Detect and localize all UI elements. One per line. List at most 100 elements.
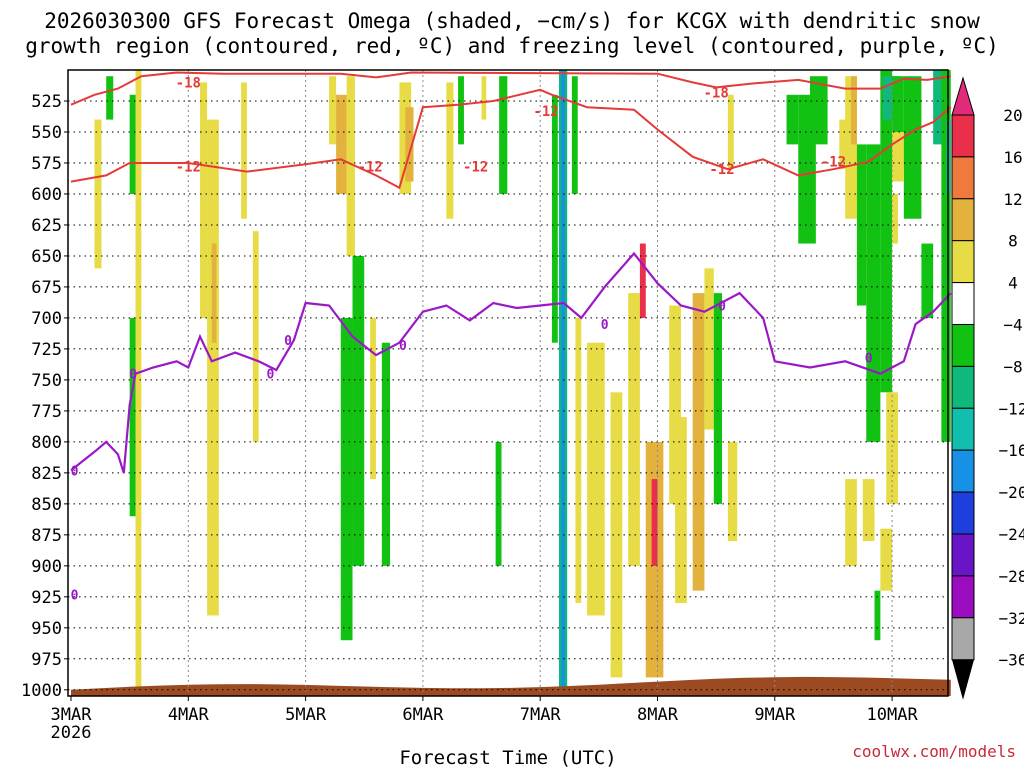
x-tick-label: 3MAR <box>51 705 93 725</box>
omega-cell <box>921 243 934 318</box>
snow-growth-label: -12 <box>709 162 734 178</box>
omega-cell <box>862 479 875 542</box>
omega-cell <box>94 119 102 269</box>
omega-shading <box>94 70 951 690</box>
omega-cell <box>713 293 723 504</box>
colorbar-label: 8 <box>1008 232 1018 251</box>
omega-cell <box>651 479 658 566</box>
y-tick-label: 700 <box>31 309 62 329</box>
chart-title-line1: 2026030300 GFS Forecast Omega (shaded, −… <box>44 9 980 33</box>
y-tick-label: 875 <box>31 526 62 546</box>
omega-cell <box>845 479 857 566</box>
omega-cell <box>346 76 355 256</box>
freezing-level-label: 0 <box>601 318 609 333</box>
plot-frame <box>67 69 949 697</box>
omega-cell <box>856 144 867 306</box>
omega-cell <box>675 417 687 604</box>
omega-cell <box>892 131 904 182</box>
colorbar-bottom-arrow <box>952 659 974 700</box>
snow-growth-minus12-line <box>70 88 952 190</box>
omega-cell <box>551 94 558 343</box>
colorbar-label: 12 <box>1003 190 1022 209</box>
omega-cell <box>866 144 881 442</box>
colorbar-top-arrow <box>951 76 975 116</box>
y-tick-label: 825 <box>31 464 62 484</box>
omega-cell <box>481 76 487 120</box>
colorbar-label: 20 <box>1003 106 1022 125</box>
freezing-level-line <box>70 251 952 474</box>
y-tick-label: 975 <box>31 650 62 670</box>
colorbar-swatch <box>951 198 975 242</box>
snow-growth-label: -12 <box>463 160 488 176</box>
snow-growth-minus18-line <box>70 71 951 106</box>
omega-cell <box>903 76 922 219</box>
x-tick-label: 8MAR <box>637 705 679 725</box>
colorbar-swatch <box>951 324 975 367</box>
y-tick-label: 600 <box>31 185 62 205</box>
omega-cell <box>880 70 893 393</box>
omega-cell <box>727 441 738 542</box>
omega-cell <box>874 590 881 641</box>
colorbar-label: −32 <box>999 609 1024 628</box>
colorbar-swatch <box>951 533 975 577</box>
omega-cell <box>880 528 893 591</box>
omega-cell <box>892 76 904 170</box>
terrain-fill <box>71 676 951 696</box>
x-tick-label: 10MAR <box>867 705 919 725</box>
omega-cell <box>851 76 857 145</box>
omega-cell <box>370 317 376 480</box>
omega-cell <box>575 317 582 604</box>
credit-link[interactable]: coolwx.com/models <box>852 742 1016 761</box>
colorbar-label: −8 <box>1003 357 1022 376</box>
omega-cell <box>446 82 454 219</box>
x-axis-ticks: 3MAR 4MAR 5MAR 6MAR 7MAR 8MAR 9MAR 10MAR <box>51 696 919 725</box>
omega-cell <box>809 76 828 145</box>
colorbar-swatch <box>951 240 975 284</box>
y-tick-label: 750 <box>31 371 62 391</box>
x-axis-year: 2026 <box>51 723 92 743</box>
omega-cell <box>669 305 681 504</box>
omega-cell <box>211 243 217 343</box>
omega-cell <box>405 107 414 182</box>
omega-cell <box>786 94 799 145</box>
omega-cell <box>340 317 353 641</box>
omega-cell <box>129 317 136 517</box>
snow-growth-label: -18 <box>176 75 201 91</box>
colorbar: 20 16 12 8 4 −4 −8 −12 −16 −20 −24 −28 −32 −36 <box>951 76 1024 700</box>
colorbar-swatch <box>951 114 975 158</box>
terrain-surface <box>71 676 951 696</box>
omega-cell <box>692 293 705 591</box>
freezing-level-label: 0 <box>71 464 79 479</box>
omega-cell <box>571 76 578 194</box>
snow-growth-label: -12 <box>533 104 558 120</box>
omega-cell <box>135 70 142 690</box>
omega-cell <box>587 342 605 616</box>
x-tick-label: 7MAR <box>520 705 562 725</box>
omega-cell <box>933 70 945 145</box>
freezing-level-label: 0 <box>71 588 79 603</box>
freezing-level-label: 0 <box>718 300 726 315</box>
y-tick-label: 1000 <box>21 681 62 701</box>
y-tick-label: 725 <box>31 340 62 360</box>
colorbar-swatch <box>951 449 975 493</box>
omega-cell <box>252 231 259 442</box>
colorbar-label: −20 <box>999 483 1024 502</box>
snow-growth-label: -12 <box>357 160 382 176</box>
omega-cell <box>639 243 646 318</box>
colorbar-swatch <box>951 365 975 409</box>
colorbar-swatch <box>951 282 975 326</box>
freezing-level-label: 0 <box>865 352 873 367</box>
omega-cell <box>941 70 951 442</box>
colorbar-label: −24 <box>999 525 1024 544</box>
colorbar-label: −4 <box>1003 316 1022 335</box>
grid-lines <box>68 70 948 696</box>
x-axis-label: Forecast Time (UTC) <box>399 747 616 768</box>
snow-growth-label: -12 <box>821 155 846 171</box>
omega-cell <box>845 76 857 219</box>
colorbar-label: 4 <box>1008 274 1018 293</box>
omega-cell <box>628 293 640 566</box>
colorbar-label: 16 <box>1003 148 1022 167</box>
omega-cell <box>499 76 508 194</box>
omega-cell <box>106 76 114 120</box>
omega-cell <box>329 76 337 145</box>
